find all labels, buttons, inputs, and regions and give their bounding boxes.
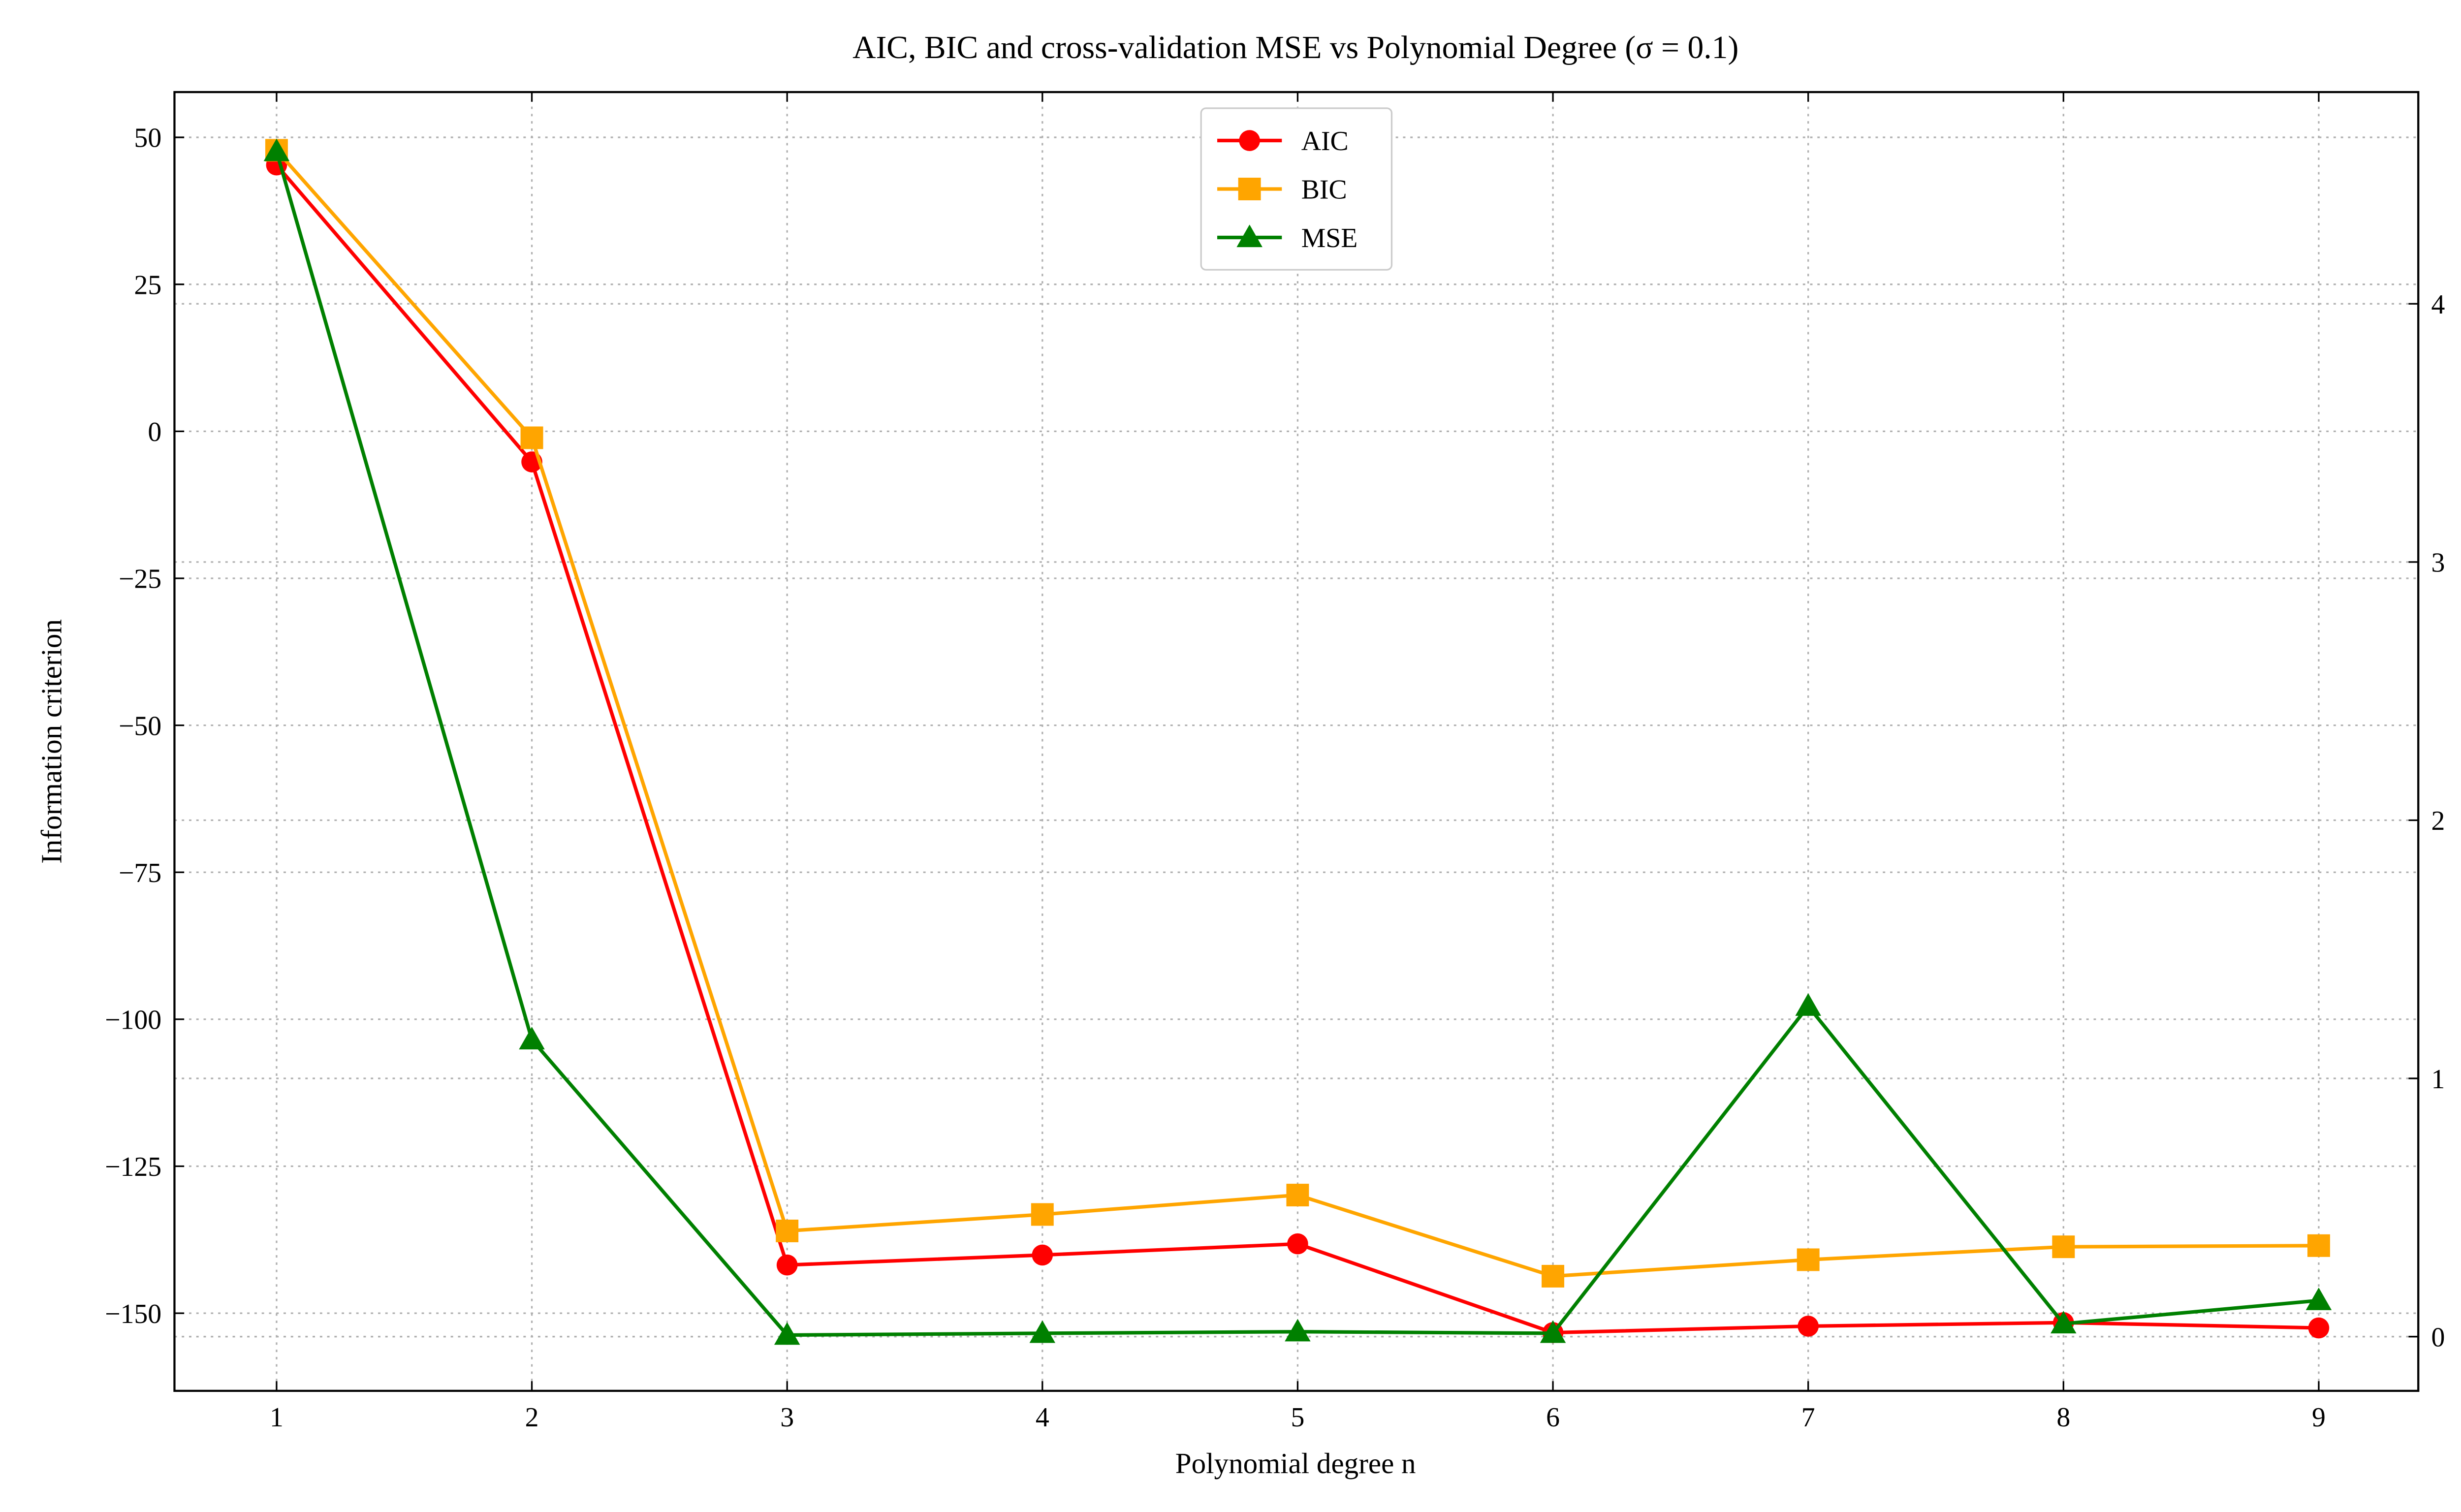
marker	[776, 1219, 799, 1242]
x-tick-label: 8	[2056, 1402, 2070, 1433]
legend-label: AIC	[1301, 126, 1349, 157]
x-tick-label: 7	[1801, 1402, 1815, 1433]
marker	[519, 1027, 545, 1050]
x-tick-label: 1	[270, 1402, 284, 1433]
y2-tick-label: 2	[2431, 806, 2445, 836]
marker	[774, 1322, 800, 1345]
y2-tick-label: 1	[2431, 1064, 2445, 1095]
y-axis-label: Information criterion	[35, 619, 68, 864]
legend: AIC BIC MSE	[1200, 107, 1393, 271]
y2-tick-label: 4	[2431, 289, 2445, 320]
marker	[2051, 1311, 2077, 1334]
y-tick-label: −75	[119, 858, 161, 888]
marker	[2305, 1287, 2332, 1310]
y-tick-label: −150	[105, 1299, 161, 1329]
y2-tick-label: 3	[2431, 548, 2445, 578]
marker	[1029, 1320, 1056, 1343]
marker	[1798, 1316, 1819, 1337]
x-tick-label: 5	[1291, 1402, 1304, 1433]
marker	[1795, 993, 1821, 1016]
marker	[2307, 1234, 2330, 1257]
marker	[1031, 1203, 1054, 1226]
marker	[1236, 224, 1262, 248]
chart-title: AIC, BIC and cross-validation MSE vs Pol…	[852, 30, 1738, 65]
y-tick-label: −50	[119, 711, 161, 741]
marker	[520, 426, 543, 449]
marker	[776, 1254, 798, 1276]
y-tick-label: −100	[105, 1005, 161, 1036]
marker	[1285, 1319, 1311, 1342]
marker	[1797, 1248, 1820, 1271]
marker	[1032, 1244, 1053, 1266]
marker	[1540, 1320, 1566, 1343]
marker	[1239, 130, 1260, 151]
marker	[2308, 1317, 2330, 1339]
marker	[263, 138, 290, 161]
marker	[1542, 1264, 1565, 1288]
series-line	[275, 151, 2319, 1337]
marker	[1238, 178, 1261, 200]
legend-label: MSE	[1301, 223, 1358, 253]
x-tick-label: 4	[1036, 1402, 1049, 1433]
x-tick-label: 3	[780, 1402, 794, 1433]
marker	[1286, 1184, 1309, 1207]
x-axis-label: Polynomial degree n	[1175, 1447, 1416, 1480]
marker	[2052, 1235, 2075, 1259]
y2-axis-label: MSE	[2459, 712, 2461, 771]
y2-tick-label: 0	[2431, 1322, 2445, 1353]
y-tick-label: 25	[134, 270, 161, 300]
marker	[1287, 1233, 1308, 1255]
x-tick-label: 2	[525, 1402, 539, 1433]
legend-label: BIC	[1301, 175, 1347, 205]
y-tick-label: 0	[148, 417, 161, 447]
x-tick-label: 9	[2312, 1402, 2326, 1433]
y-tick-label: 50	[134, 123, 161, 154]
plot-frame	[173, 91, 2420, 1392]
x-tick-label: 6	[1546, 1402, 1560, 1433]
y-tick-label: −25	[119, 564, 161, 595]
y-tick-label: −125	[105, 1152, 161, 1182]
